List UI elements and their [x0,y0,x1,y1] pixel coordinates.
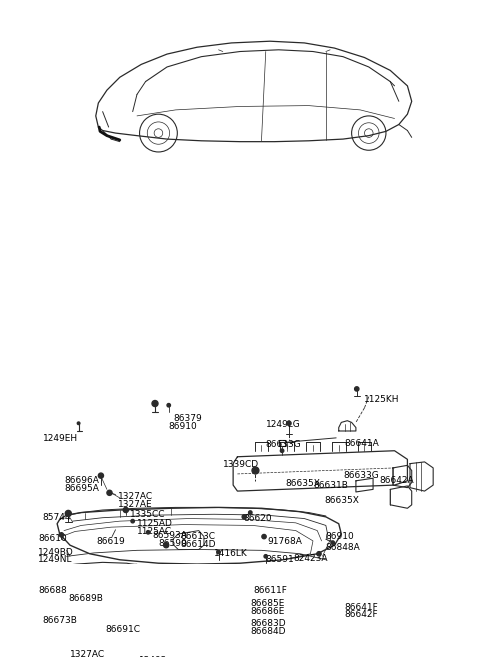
Text: 86590: 86590 [158,539,187,548]
Text: 82423A: 82423A [293,554,328,563]
Text: 1249EH: 1249EH [43,434,78,443]
Text: 86591: 86591 [266,555,295,564]
Circle shape [123,507,128,512]
Text: 86635X: 86635X [286,479,320,488]
Circle shape [98,473,104,478]
Text: 86691C: 86691C [105,625,140,634]
Text: 86695A: 86695A [65,484,100,493]
Text: 86379: 86379 [173,414,202,423]
Circle shape [152,401,158,407]
Text: 1327AC: 1327AC [70,650,105,657]
Circle shape [355,387,359,391]
Circle shape [77,422,80,424]
Text: 1416LK: 1416LK [214,549,248,558]
Text: 91768A: 91768A [267,537,302,545]
Text: 86910: 86910 [168,422,197,430]
Circle shape [280,449,284,453]
Text: 86642A: 86642A [379,476,414,486]
Text: 86689B: 86689B [68,594,103,603]
Text: 12492: 12492 [139,656,167,657]
Circle shape [249,511,252,514]
Circle shape [262,534,266,539]
Text: 1327AE: 1327AE [118,500,153,509]
Text: 86613C: 86613C [180,532,215,541]
Circle shape [131,520,134,523]
Text: 86848A: 86848A [326,543,360,553]
Text: 86685E: 86685E [250,599,285,608]
Text: 86641F: 86641F [345,602,379,612]
Circle shape [80,647,87,654]
Text: 1327AC: 1327AC [118,492,153,501]
Text: 86611F: 86611F [254,587,288,595]
Text: 86620: 86620 [243,514,272,523]
Text: 86641A: 86641A [345,439,380,447]
Text: 85744: 85744 [43,513,71,522]
Text: 86696A: 86696A [65,476,100,486]
Text: 86614D: 86614D [180,540,216,549]
Circle shape [107,490,112,495]
Text: 86635X: 86635X [324,496,359,505]
Text: 1249NL: 1249NL [38,555,73,564]
Text: 86683D: 86683D [250,619,286,628]
Text: 1249BD: 1249BD [38,548,74,556]
Circle shape [130,651,136,657]
Circle shape [217,551,220,554]
Circle shape [242,514,246,519]
Circle shape [135,597,139,600]
Text: 1125AD: 1125AD [137,520,173,528]
Text: 86631B: 86631B [313,481,348,489]
Text: 86610: 86610 [38,534,67,543]
Circle shape [167,403,170,407]
Circle shape [65,510,72,516]
Text: 86593A: 86593A [153,532,187,541]
Text: 86684D: 86684D [250,627,286,636]
Circle shape [264,555,267,558]
Circle shape [317,552,321,556]
Circle shape [331,541,335,544]
Circle shape [59,533,63,537]
Text: 1339CD: 1339CD [223,460,259,469]
Text: 1249LG: 1249LG [266,420,300,429]
Circle shape [164,543,169,548]
Text: 86619: 86619 [96,537,125,545]
Text: 86688: 86688 [38,585,67,595]
Text: 86910: 86910 [326,532,355,541]
Text: 86633G: 86633G [343,471,379,480]
Text: 86642F: 86642F [345,610,378,620]
Circle shape [146,531,150,534]
Text: 86686E: 86686E [250,607,285,616]
Circle shape [101,619,104,622]
Circle shape [287,421,291,426]
Text: 1125KH: 1125KH [364,395,399,404]
Circle shape [252,467,259,474]
Circle shape [165,618,169,621]
Text: 86633G: 86633G [266,440,301,449]
Text: 1125AC: 1125AC [137,527,172,536]
Text: 86673B: 86673B [43,616,77,625]
Text: 1335CC: 1335CC [130,510,166,519]
